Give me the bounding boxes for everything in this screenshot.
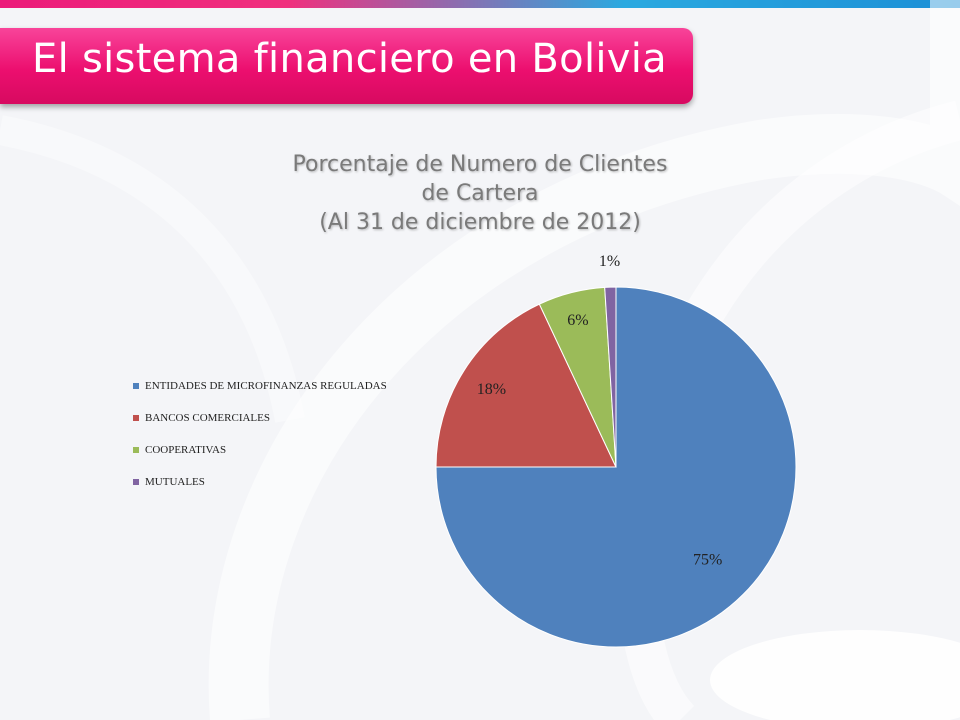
legend-swatch (133, 415, 139, 421)
legend-swatch (133, 383, 139, 389)
label-bancos: 18% (477, 381, 506, 398)
legend-item-bancos: BANCOS COMERCIALES (133, 412, 393, 425)
chart-title-line-2: de Cartera (421, 181, 539, 206)
label-mutuales: 1% (599, 253, 620, 270)
slice-microfinanzas (435, 286, 797, 648)
legend-label: COOPERATIVAS (145, 444, 227, 456)
legend-swatch (133, 447, 139, 453)
legend-item-mutuales: MUTUALES (133, 476, 393, 489)
legend-swatch (133, 479, 139, 485)
chart-title: Porcentaje de Numero de Clientes de Cart… (270, 150, 690, 237)
top-accent-bar (0, 0, 960, 8)
legend-item-cooperativas: COOPERATIVAS (133, 444, 393, 457)
slice-bancos (435, 303, 617, 468)
chart-legend: ENTIDADES DE MICROFINANZAS REGULADAS BAN… (133, 380, 393, 508)
chart-title-line-3: (Al 31 de diciembre de 2012) (319, 210, 641, 235)
slide-title: El sistema financiero en Bolivia (32, 36, 667, 82)
legend-item-microfinanzas: ENTIDADES DE MICROFINANZAS REGULADAS (133, 380, 393, 393)
chart-title-line-1: Porcentaje de Numero de Clientes (292, 152, 668, 177)
label-microfinanzas: 75% (693, 552, 722, 569)
slice-mutuales (604, 286, 617, 468)
label-cooperativas: 6% (567, 312, 588, 329)
title-banner (0, 28, 693, 104)
legend-label: BANCOS COMERCIALES (145, 412, 270, 424)
legend-label: MUTUALES (145, 476, 205, 488)
legend-label: ENTIDADES DE MICROFINANZAS REGULADAS (145, 380, 387, 392)
